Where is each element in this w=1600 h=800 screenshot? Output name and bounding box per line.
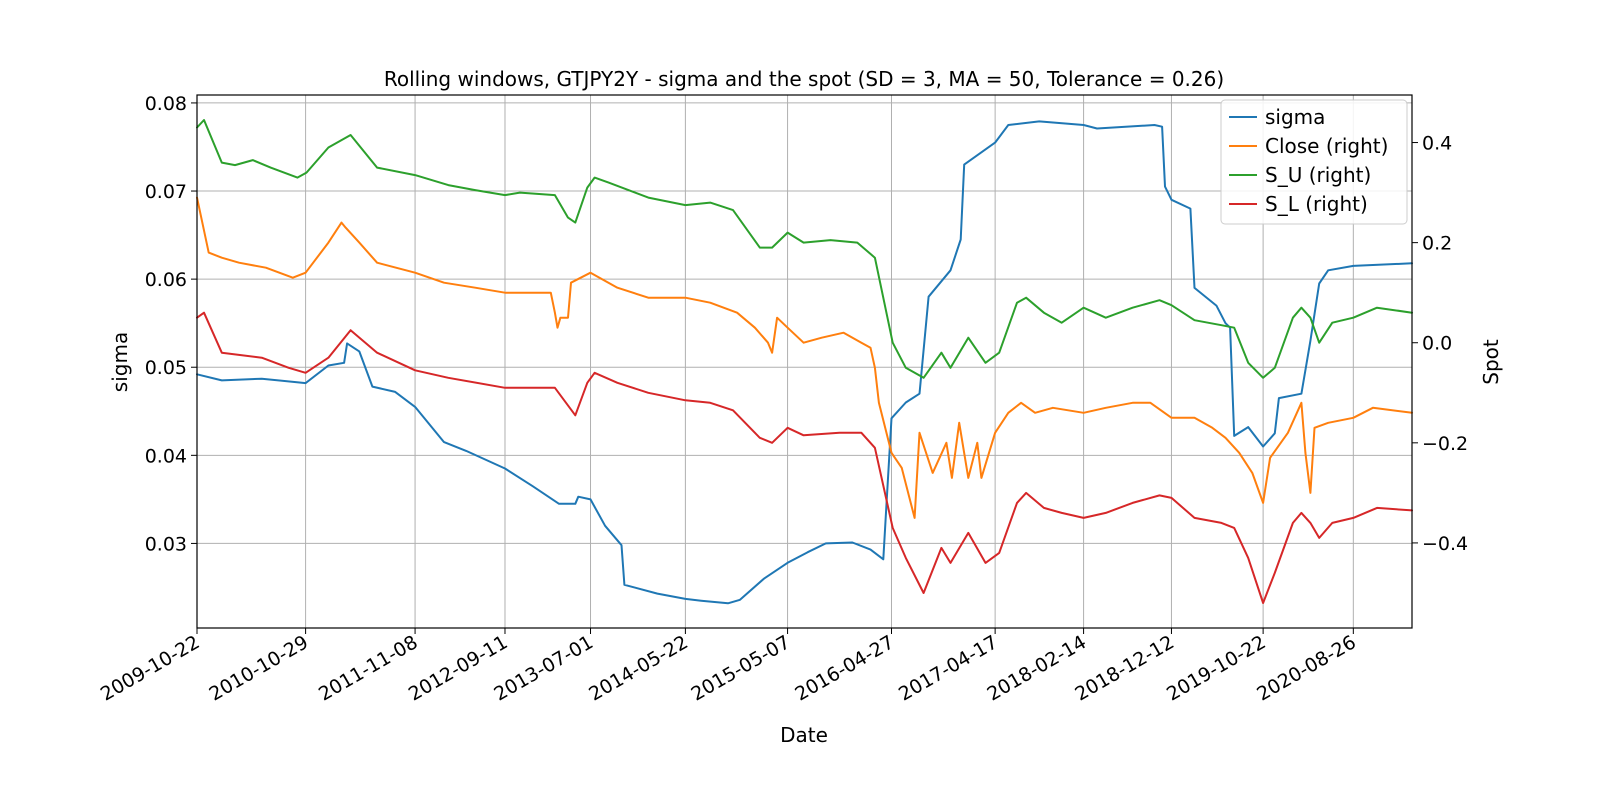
y-right-tick-label: 0.2 <box>1422 233 1452 255</box>
y-axis-right-title: Spot <box>1479 339 1503 385</box>
y-axis-right-ticks: −0.4 −0.2 0.0 0.2 0.4 <box>1412 133 1468 555</box>
x-tick-label: 2019-10-22 <box>1163 631 1270 705</box>
chart-title: Rolling windows, GTJPY2Y - sigma and the… <box>384 67 1224 91</box>
legend-label-s-u: S_U (right) <box>1265 163 1371 187</box>
y-left-tick-label: 0.03 <box>145 533 187 555</box>
legend-label-close: Close (right) <box>1265 134 1388 158</box>
y-left-tick-label: 0.08 <box>145 93 187 115</box>
y-axis-left-title: sigma <box>108 332 132 392</box>
legend: sigma Close (right) S_U (right) S_L (rig… <box>1220 99 1408 225</box>
plot-frame <box>196 94 1413 629</box>
series-lines <box>196 119 1413 605</box>
s-l-series-line <box>196 311 1413 604</box>
x-tick-label: 2015-05-07 <box>687 631 794 705</box>
y-right-tick-label: −0.4 <box>1422 533 1468 555</box>
x-tick-label: 2016-04-27 <box>791 631 898 705</box>
x-axis-ticks: 2009-10-22 2010-10-29 2011-11-082012-09-11… <box>97 628 1360 706</box>
legend-label-sigma: sigma <box>1265 105 1325 129</box>
y-right-tick-label: −0.2 <box>1422 433 1468 455</box>
x-axis-title: Date <box>780 723 828 747</box>
s-u-series-line <box>196 119 1413 379</box>
x-tick-label: 2011-11-08 <box>315 631 422 705</box>
legend-label-s-l: S_L (right) <box>1265 192 1368 216</box>
x-tick-label: 2017-04-17 <box>895 631 1002 705</box>
y-left-tick-label: 0.06 <box>145 269 187 291</box>
x-tick-label: 2014-05-22 <box>585 631 692 705</box>
y-axis-left-ticks: 0.03 0.04 0.05 0.06 0.07 0.08 <box>145 93 197 555</box>
x-tick-label: 2018-12-12 <box>1071 631 1178 705</box>
y-left-tick-label: 0.05 <box>145 357 187 379</box>
x-tick-label: 2010-10-29 <box>205 631 312 705</box>
x-tick-label: 2020-08-26 <box>1253 631 1360 705</box>
y-left-tick-label: 0.04 <box>145 445 187 467</box>
y-right-tick-label: 0.0 <box>1422 333 1452 355</box>
y-right-tick-label: 0.4 <box>1422 133 1452 155</box>
legend-box <box>1220 99 1408 225</box>
x-tick-label: 2018-02-14 <box>983 631 1090 705</box>
x-tick-label: 2009-10-22 <box>97 631 204 705</box>
close-series-line <box>196 196 1413 519</box>
y-left-tick-label: 0.07 <box>145 181 187 203</box>
